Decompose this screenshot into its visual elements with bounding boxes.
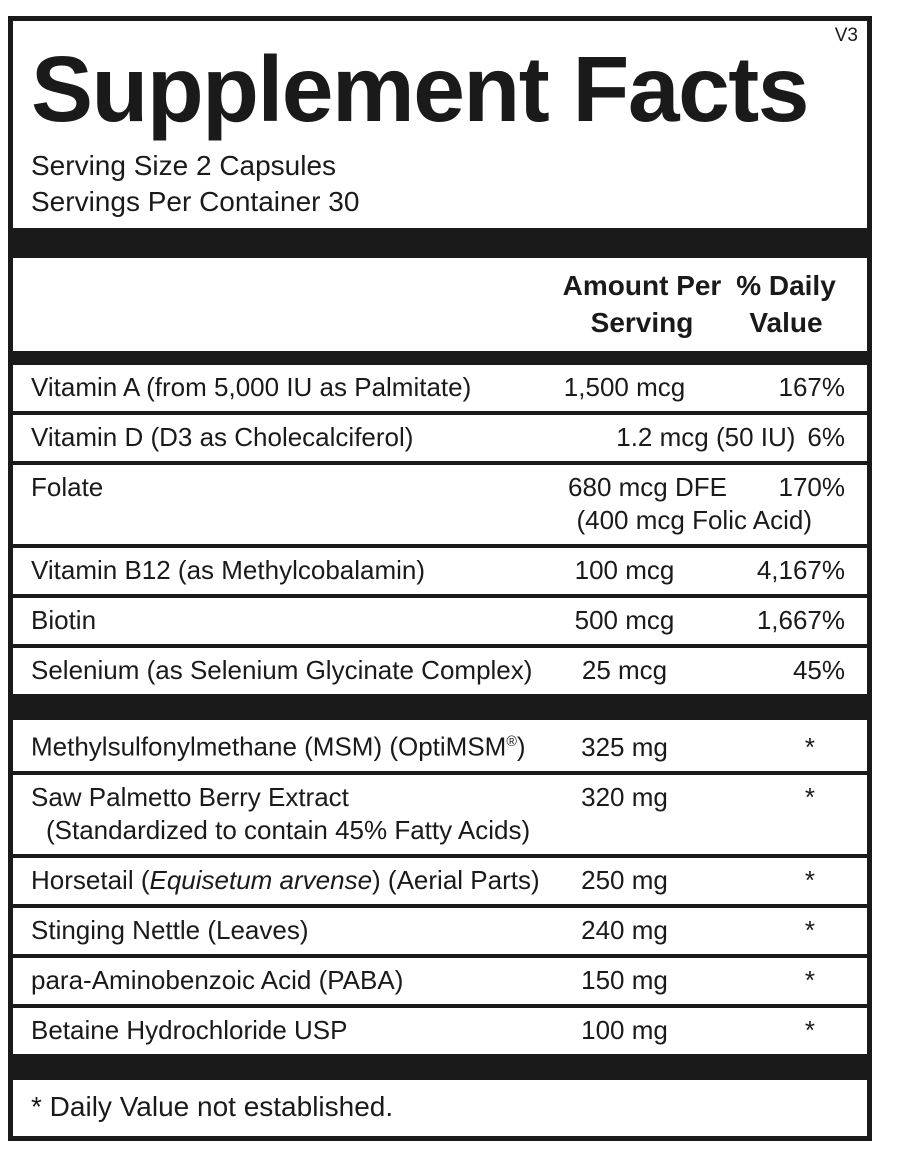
table-row-line: Folate 680 mcg DFE 170% bbox=[31, 471, 845, 504]
daily-value: 167% bbox=[778, 372, 846, 402]
column-header-row: Amount Per Serving % Daily Value bbox=[13, 258, 867, 351]
amount-value: 240 mg bbox=[581, 914, 668, 945]
name-text: Saw Palmetto Berry Extract bbox=[31, 781, 349, 812]
table-row: Methylsulfonylmethane (MSM) (OptiMSM®) 32… bbox=[13, 720, 867, 771]
amount-value: 25 mcg bbox=[581, 655, 668, 685]
footnote: * Daily Value not established. bbox=[31, 1090, 394, 1122]
ingredient-subtext: (400 mcg Folic Acid) bbox=[576, 505, 812, 535]
ingredient-name: Methylsulfonylmethane (MSM) (OptiMSM®) bbox=[31, 726, 557, 764]
amount-value: 100 mg bbox=[581, 1014, 668, 1045]
registered-mark-icon: ® bbox=[506, 734, 517, 750]
table-row-line: Vitamin B12 (as Methylcobalamin) 100 mcg 4… bbox=[31, 554, 845, 587]
table-row-line: Methylsulfonylmethane (MSM) (OptiMSM®) 32… bbox=[31, 726, 845, 764]
ingredient-name: Biotin bbox=[31, 604, 557, 637]
amount-value: 680 mcg DFE bbox=[568, 472, 727, 502]
daily-value: * bbox=[804, 964, 815, 995]
name-text: Stinging Nettle (Leaves) bbox=[31, 914, 309, 945]
table-row: Selenium (as Selenium Glycinate Complex)… bbox=[13, 644, 867, 694]
ingredient-name: Vitamin B12 (as Methylcobalamin) bbox=[31, 554, 557, 587]
table-row: Biotin 500 mcg 1,667% bbox=[13, 594, 867, 644]
table-row-line: Horsetail (Equisetum arvense) (Aerial Pa… bbox=[31, 864, 845, 897]
divider-bar-top bbox=[13, 228, 867, 258]
amount-value: 1,500 mcg bbox=[563, 372, 686, 402]
name-text: Vitamin B12 (as Methylcobalamin) bbox=[31, 555, 426, 585]
table-row: Vitamin D (D3 as Cholecalciferol) 1.2 mcg… bbox=[13, 411, 867, 461]
amount-value: 1.2 mcg (50 IU) bbox=[616, 422, 796, 452]
table-row: para-Aminobenzoic Acid (PABA) 150 mg * bbox=[13, 953, 867, 1004]
table-row: Saw Palmetto Berry Extract 320 mg * (Standa… bbox=[13, 770, 867, 854]
daily-value: * bbox=[804, 781, 815, 812]
table-row-line: Selenium (as Selenium Glycinate Complex)… bbox=[31, 654, 845, 687]
amount-value: 150 mg bbox=[581, 964, 668, 995]
amount-value: 500 mcg bbox=[574, 605, 675, 635]
table-row-line: Saw Palmetto Berry Extract 320 mg * bbox=[31, 781, 845, 814]
servings-per-container: Servings Per Container 30 bbox=[31, 186, 360, 217]
daily-value: 45% bbox=[792, 655, 845, 685]
ingredient-subtext: (Standardized to contain 45% Fatty Acids… bbox=[46, 814, 531, 845]
table-row-line: Betaine Hydrochloride USP 100 mg * bbox=[31, 1014, 845, 1047]
ingredient-name: Stinging Nettle (Leaves) bbox=[31, 914, 557, 947]
name-text: Horsetail ( bbox=[31, 864, 150, 895]
ingredient-name: Vitamin D (D3 as Cholecalciferol) bbox=[31, 421, 413, 454]
table-row-line: Vitamin A (from 5,000 IU as Palmitate) 1,… bbox=[31, 371, 845, 404]
name-text: ) bbox=[516, 731, 526, 762]
ingredient-name: para-Aminobenzoic Acid (PABA) bbox=[31, 964, 557, 997]
daily-value: * bbox=[804, 864, 815, 895]
ingredient-name: Horsetail (Equisetum arvense) (Aerial Pa… bbox=[31, 864, 557, 897]
name-text: ) (Aerial Parts) bbox=[372, 864, 540, 895]
supplement-facts-panel: V3 Supplement Facts Serving Size 2 Capsu… bbox=[8, 16, 872, 1141]
table-row: Vitamin B12 (as Methylcobalamin) 100 mcg 4… bbox=[13, 544, 867, 594]
version-label: V3 bbox=[834, 25, 858, 46]
table-row-line: para-Aminobenzoic Acid (PABA) 150 mg * bbox=[31, 964, 845, 997]
name-text: Betaine Hydrochloride USP bbox=[31, 1014, 348, 1045]
name-text: Folate bbox=[31, 472, 104, 502]
page-title: Supplement Facts bbox=[31, 37, 810, 141]
daily-value-column-header: % Daily Value bbox=[736, 270, 836, 338]
daily-value: 1,667% bbox=[756, 605, 845, 635]
serving-info: Serving Size 2 Capsules Servings Per Con… bbox=[13, 148, 867, 220]
name-text: Biotin bbox=[31, 605, 97, 635]
daily-value: * bbox=[804, 731, 815, 762]
table-row: Folate 680 mcg DFE 170% (400 mcg Folic Acid… bbox=[13, 461, 867, 544]
divider-bar-middle bbox=[13, 694, 867, 720]
table-row: Stinging Nettle (Leaves) 240 mg * bbox=[13, 903, 867, 954]
ingredient-name: Folate bbox=[31, 471, 557, 504]
name-text: Vitamin D (D3 as Cholecalciferol) bbox=[31, 422, 414, 452]
table-row: Horsetail (Equisetum arvense) (Aerial Pa… bbox=[13, 853, 867, 904]
botanicals-section: Methylsulfonylmethane (MSM) (OptiMSM®) 32… bbox=[13, 720, 867, 1054]
daily-value: 170% bbox=[778, 472, 846, 502]
name-text: Methylsulfonylmethane (MSM) (OptiMSM bbox=[31, 731, 507, 762]
table-row-line: Biotin 500 mcg 1,667% bbox=[31, 604, 845, 637]
ingredient-name: Selenium (as Selenium Glycinate Complex) bbox=[31, 654, 557, 687]
name-text: para-Aminobenzoic Acid (PABA) bbox=[31, 964, 404, 995]
daily-value: * bbox=[804, 1014, 815, 1045]
table-row-line: Vitamin D (D3 as Cholecalciferol) 1.2 mcg… bbox=[31, 421, 845, 454]
divider-bar-footer bbox=[13, 1053, 867, 1080]
amount-value: 100 mcg bbox=[574, 555, 675, 585]
ingredient-name: Saw Palmetto Berry Extract bbox=[31, 781, 557, 814]
daily-value: 6% bbox=[807, 422, 845, 452]
ingredient-name: Betaine Hydrochloride USP bbox=[31, 1014, 557, 1047]
daily-value: * bbox=[804, 914, 815, 945]
divider-bar-under-header bbox=[13, 351, 867, 365]
ingredient-name: Vitamin A (from 5,000 IU as Palmitate) bbox=[31, 371, 557, 404]
name-text: Vitamin A (from 5,000 IU as Palmitate) bbox=[31, 372, 472, 402]
daily-value: 4,167% bbox=[756, 555, 845, 585]
table-row-line: Stinging Nettle (Leaves) 240 mg * bbox=[31, 914, 845, 947]
table-row: Betaine Hydrochloride USP 100 mg * bbox=[13, 1003, 867, 1054]
name-text: Selenium (as Selenium Glycinate Complex) bbox=[31, 655, 533, 685]
amount-value: 320 mg bbox=[581, 781, 668, 812]
amount-value: 325 mg bbox=[581, 731, 668, 762]
amount-value: 250 mg bbox=[581, 864, 668, 895]
table-row: Vitamin A (from 5,000 IU as Palmitate) 1,… bbox=[13, 365, 867, 411]
amount-column-header: Amount Per Serving bbox=[562, 270, 722, 338]
vitamins-section: Vitamin A (from 5,000 IU as Palmitate) 1,… bbox=[13, 365, 867, 694]
serving-size: Serving Size 2 Capsules bbox=[31, 150, 337, 181]
latin-name: Equisetum arvense bbox=[149, 864, 373, 895]
